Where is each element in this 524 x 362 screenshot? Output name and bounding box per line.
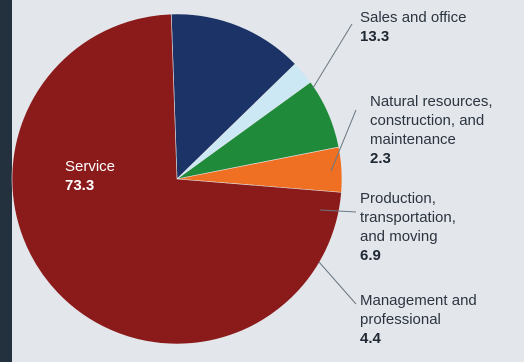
slice-name-text: Service [65, 158, 115, 175]
leader-line-natural-resources-construction-and-maintenance [330, 109, 357, 172]
slice-label-sales-and-office: Sales and office 13.3 [312, 9, 466, 89]
slice-label-service: Service 73.3 [65, 158, 115, 194]
pie-slice-sales-and-office [170, 13, 296, 180]
slice-name-text: Sales and office [360, 9, 466, 26]
slice-label-production-transportation-and-moving: Production, transportation, and moving 6.9 [319, 190, 456, 264]
slice-label-management-and-professional: Management and professional 4.4 [318, 261, 477, 347]
slice-name-text: Natural resources, [370, 93, 493, 110]
leader-line-production-transportation-and-moving [319, 209, 357, 213]
slice-value-text: 6.9 [360, 247, 381, 264]
slice-label-natural-resources-construction-and-maintenance: Natural resources, construction, and maint… [330, 93, 493, 172]
slice-value-text: 13.3 [360, 28, 389, 45]
leader-line-management-and-professional [318, 261, 357, 305]
pie-slice-service [11, 13, 342, 345]
slice-name-text: transportation, [360, 209, 456, 226]
slice-value-text: 2.3 [370, 150, 391, 167]
slice-value-text: 73.3 [65, 177, 94, 194]
slice-name-text: Management and [360, 292, 477, 309]
slice-value-text: 4.4 [360, 330, 382, 347]
slice-name-text: Production, [360, 190, 436, 207]
slice-name-text: maintenance [370, 131, 456, 148]
left-edge-strip [0, 0, 12, 362]
slice-name-text: professional [360, 311, 441, 328]
slice-name-text: and moving [360, 228, 438, 245]
leader-line-sales-and-office [312, 23, 353, 89]
slice-name-text: construction, and [370, 112, 484, 129]
